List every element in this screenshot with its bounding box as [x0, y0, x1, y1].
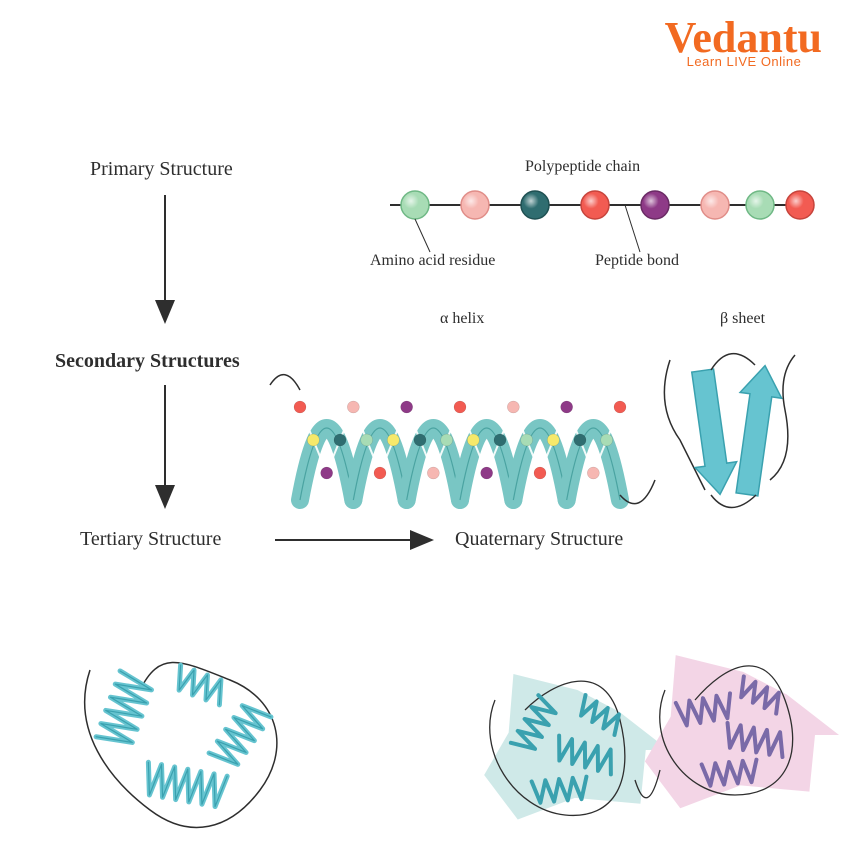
tertiary-structure: [85, 663, 277, 828]
beta-sheet: [664, 354, 795, 508]
annotation-pointers: [415, 205, 640, 252]
label-alpha: α helix: [440, 310, 484, 328]
alpha-helix: [270, 375, 655, 504]
label-beta: β sheet: [720, 310, 765, 328]
brand-logo: Vedantu Learn LIVE Online: [665, 18, 822, 69]
brand-tagline: Learn LIVE Online: [665, 54, 822, 69]
quaternary-structure: [484, 655, 839, 819]
label-amino: Amino acid residue: [370, 252, 495, 270]
label-tertiary: Tertiary Structure: [80, 528, 221, 551]
label-primary: Primary Structure: [90, 158, 233, 181]
diagram-canvas: [0, 0, 846, 868]
label-quaternary: Quaternary Structure: [455, 528, 623, 551]
label-peptide: Peptide bond: [595, 252, 679, 270]
brand-name: Vedantu: [665, 18, 822, 58]
label-secondary: Secondary Structures: [55, 350, 240, 373]
primary-chain: [390, 191, 814, 219]
label-polypeptide: Polypeptide chain: [525, 158, 640, 176]
